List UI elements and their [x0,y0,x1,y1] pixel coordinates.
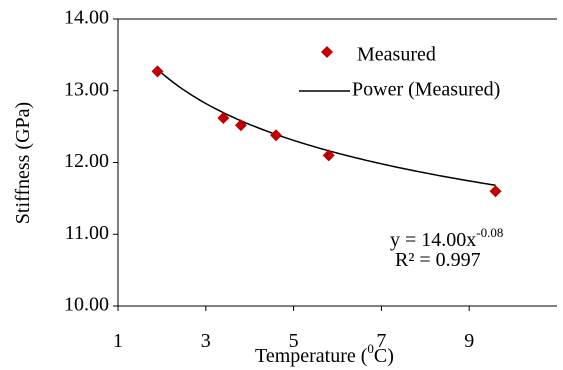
equation-text: y = 14.00x-0.08 [390,225,503,251]
y-tick-label: 11.00 [65,222,109,244]
data-point [151,65,164,78]
y-tick-label: 13.00 [64,78,109,100]
x-tick-label: 5 [289,330,299,352]
plot-frame [117,18,557,307]
legend: Measured Power (Measured) [299,44,500,101]
data-point [322,149,335,162]
x-axis-title: Temperature (0C) [255,341,394,367]
data-point [234,119,247,132]
trendline-equation: y = 14.00x-0.08 R² = 0.997 [390,225,503,271]
x-ticks: 1 3 5 7 9 [113,306,474,352]
data-point [270,129,283,142]
y-tick-label: 12.00 [64,150,109,172]
x-tick-label: 3 [201,330,211,352]
y-tick-label: 10.00 [64,294,109,316]
x-tick-label: 9 [464,330,474,352]
data-point [217,112,230,125]
y-ticks: 10.00 11.00 12.00 13.00 14.00 [64,7,118,316]
legend-label-measured: Measured [357,44,436,66]
power-trendline [157,68,496,187]
legend-marker-measured [321,46,333,58]
x-tick-label: 7 [376,330,386,352]
legend-label-power: Power (Measured) [352,79,500,101]
data-point [489,185,502,198]
measured-markers [151,65,502,198]
y-axis-title: Stiffness (GPa) [12,102,34,224]
x-tick-label: 1 [113,330,123,352]
r-squared-text: R² = 0.997 [395,249,481,271]
y-tick-label: 14.00 [64,7,109,29]
